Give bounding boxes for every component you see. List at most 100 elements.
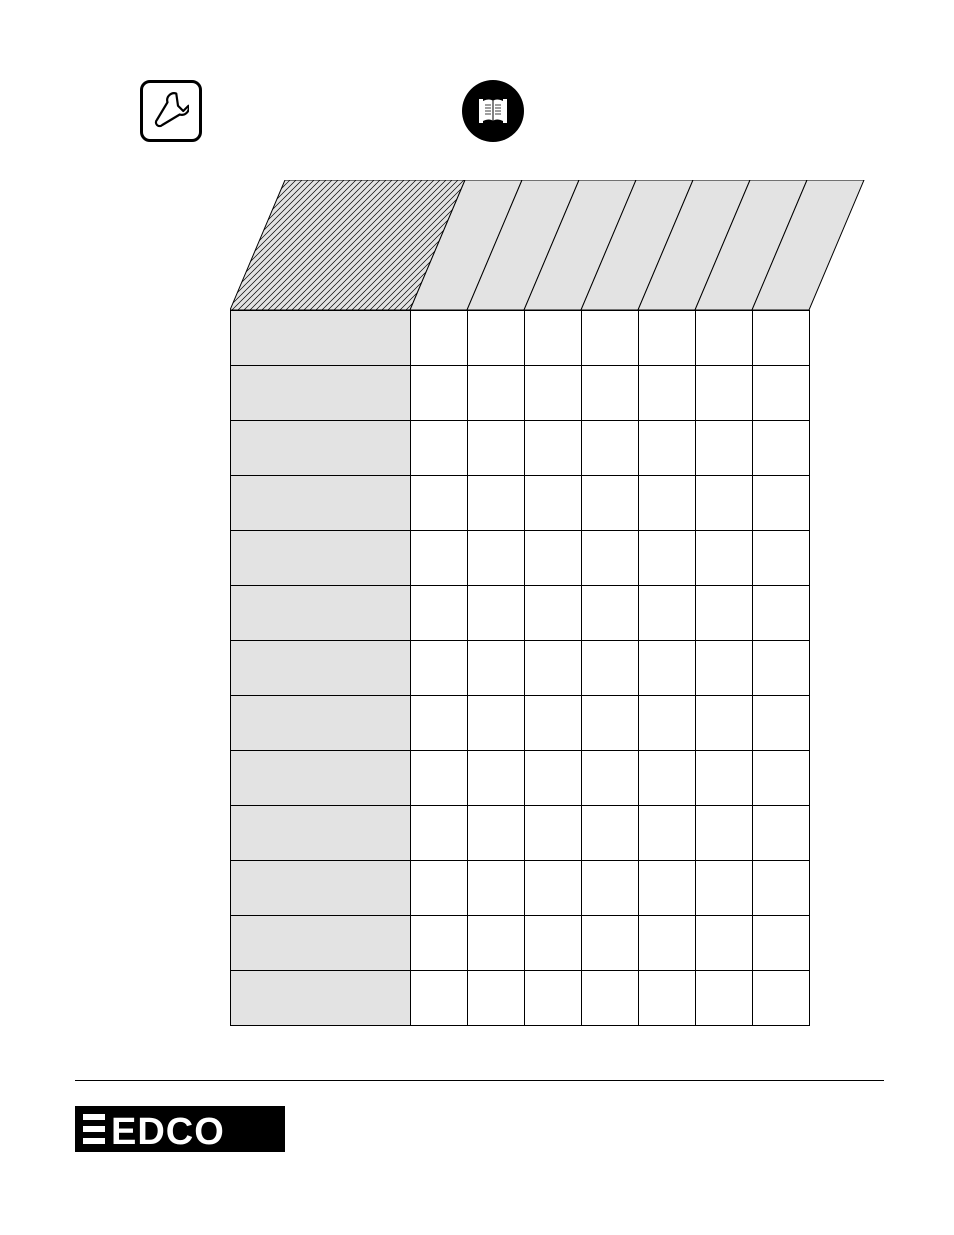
data-cell [468, 421, 525, 476]
data-cell [582, 421, 639, 476]
data-cell [582, 311, 639, 366]
data-cell [411, 476, 468, 531]
data-cell [696, 861, 753, 916]
data-cell [753, 586, 810, 641]
data-cell [696, 421, 753, 476]
row-label-cell [231, 586, 411, 641]
data-cell [696, 586, 753, 641]
data-cell [411, 421, 468, 476]
data-cell [639, 916, 696, 971]
data-cell [753, 971, 810, 1026]
data-cell [696, 751, 753, 806]
data-cell [639, 971, 696, 1026]
data-cell [582, 531, 639, 586]
table-row [231, 751, 810, 806]
data-cell [582, 806, 639, 861]
data-cell [468, 916, 525, 971]
row-label-cell [231, 696, 411, 751]
data-cell [525, 751, 582, 806]
data-cell [411, 971, 468, 1026]
data-cell [753, 421, 810, 476]
slanted-header-svg [230, 180, 870, 310]
data-cell [468, 806, 525, 861]
data-cell [696, 476, 753, 531]
icon-row [140, 80, 524, 142]
data-cell [582, 916, 639, 971]
row-label-cell [231, 641, 411, 696]
data-cell [582, 476, 639, 531]
table-row [231, 586, 810, 641]
data-cell [639, 531, 696, 586]
data-cell [753, 641, 810, 696]
data-cell [411, 641, 468, 696]
data-cell [582, 641, 639, 696]
row-label-cell [231, 366, 411, 421]
table-row [231, 476, 810, 531]
edco-logo: EDCO R [75, 1098, 295, 1165]
data-cell [525, 971, 582, 1026]
data-cell [411, 696, 468, 751]
maintenance-table-body [230, 310, 810, 1026]
footer-rule [75, 1080, 884, 1081]
table-header-slanted [230, 180, 870, 310]
data-cell [411, 806, 468, 861]
data-cell [696, 696, 753, 751]
data-cell [468, 531, 525, 586]
table-row [231, 916, 810, 971]
data-cell [525, 531, 582, 586]
data-cell [753, 366, 810, 421]
row-label-cell [231, 311, 411, 366]
data-cell [753, 696, 810, 751]
data-cell [639, 311, 696, 366]
data-cell [411, 751, 468, 806]
row-label-cell [231, 971, 411, 1026]
data-cell [468, 861, 525, 916]
table-row [231, 806, 810, 861]
data-cell [468, 366, 525, 421]
page: EDCO R [0, 0, 954, 1235]
table-row [231, 861, 810, 916]
data-cell [639, 641, 696, 696]
data-cell [582, 971, 639, 1026]
row-label-cell [231, 531, 411, 586]
data-cell [525, 421, 582, 476]
data-cell [468, 641, 525, 696]
table-row [231, 971, 810, 1026]
data-cell [639, 696, 696, 751]
data-cell [582, 861, 639, 916]
row-label-cell [231, 421, 411, 476]
logo-text: EDCO [111, 1111, 225, 1153]
row-label-cell [231, 806, 411, 861]
data-cell [639, 421, 696, 476]
table-row [231, 421, 810, 476]
data-cell [582, 696, 639, 751]
row-label-cell [231, 751, 411, 806]
data-cell [753, 751, 810, 806]
data-cell [639, 366, 696, 421]
data-cell [411, 311, 468, 366]
data-cell [525, 806, 582, 861]
data-cell [696, 971, 753, 1026]
data-cell [696, 806, 753, 861]
data-cell [753, 311, 810, 366]
maintenance-table [230, 310, 810, 1026]
data-cell [696, 366, 753, 421]
data-cell [639, 861, 696, 916]
data-cell [525, 311, 582, 366]
data-cell [639, 806, 696, 861]
data-cell [525, 366, 582, 421]
data-cell [468, 971, 525, 1026]
data-cell [582, 751, 639, 806]
data-cell [525, 916, 582, 971]
data-cell [411, 916, 468, 971]
data-cell [468, 311, 525, 366]
data-cell [696, 531, 753, 586]
data-cell [468, 696, 525, 751]
data-cell [753, 806, 810, 861]
data-cell [639, 476, 696, 531]
row-label-cell [231, 916, 411, 971]
row-label-cell [231, 861, 411, 916]
data-cell [525, 641, 582, 696]
data-cell [753, 476, 810, 531]
table-row [231, 311, 810, 366]
